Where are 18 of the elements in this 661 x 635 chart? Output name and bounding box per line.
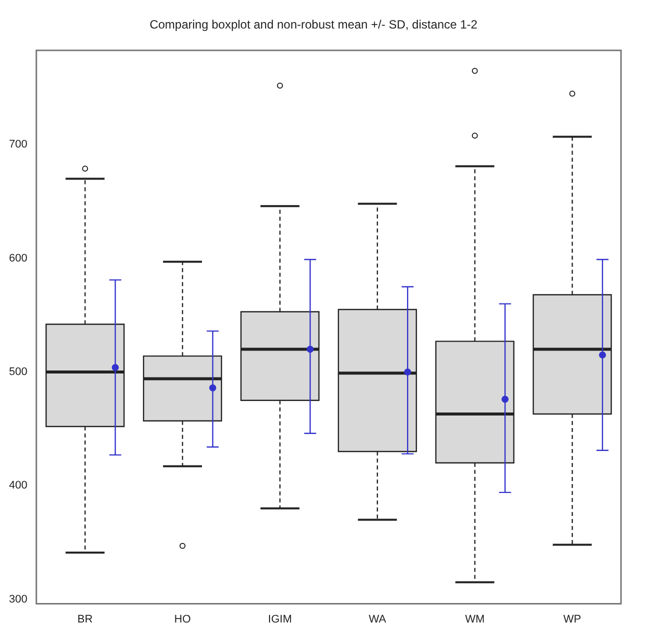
point (209, 384, 216, 392)
point (112, 364, 119, 371)
x-tick-label: IGIM (268, 613, 292, 626)
point (404, 368, 412, 376)
y-tick-label: 600 (8, 252, 28, 264)
x-tick-label: HO (174, 613, 192, 626)
y-tick-label: 700 (8, 138, 28, 151)
y-tick-label: 400 (8, 480, 28, 492)
x-tick-label: WP (563, 613, 582, 626)
point (306, 346, 314, 353)
x-tick-label: BR (77, 613, 93, 626)
x-tick-label: WA (368, 613, 387, 626)
x-tick-label: WM (465, 613, 485, 626)
chart-title: Comparing boxplot and non-robust mean +/- SD, distance 1-2 (150, 18, 478, 32)
y-tick-label: 500 (8, 366, 28, 378)
y-tick-label: 300 (8, 593, 28, 606)
point (598, 351, 606, 358)
point (502, 396, 509, 403)
